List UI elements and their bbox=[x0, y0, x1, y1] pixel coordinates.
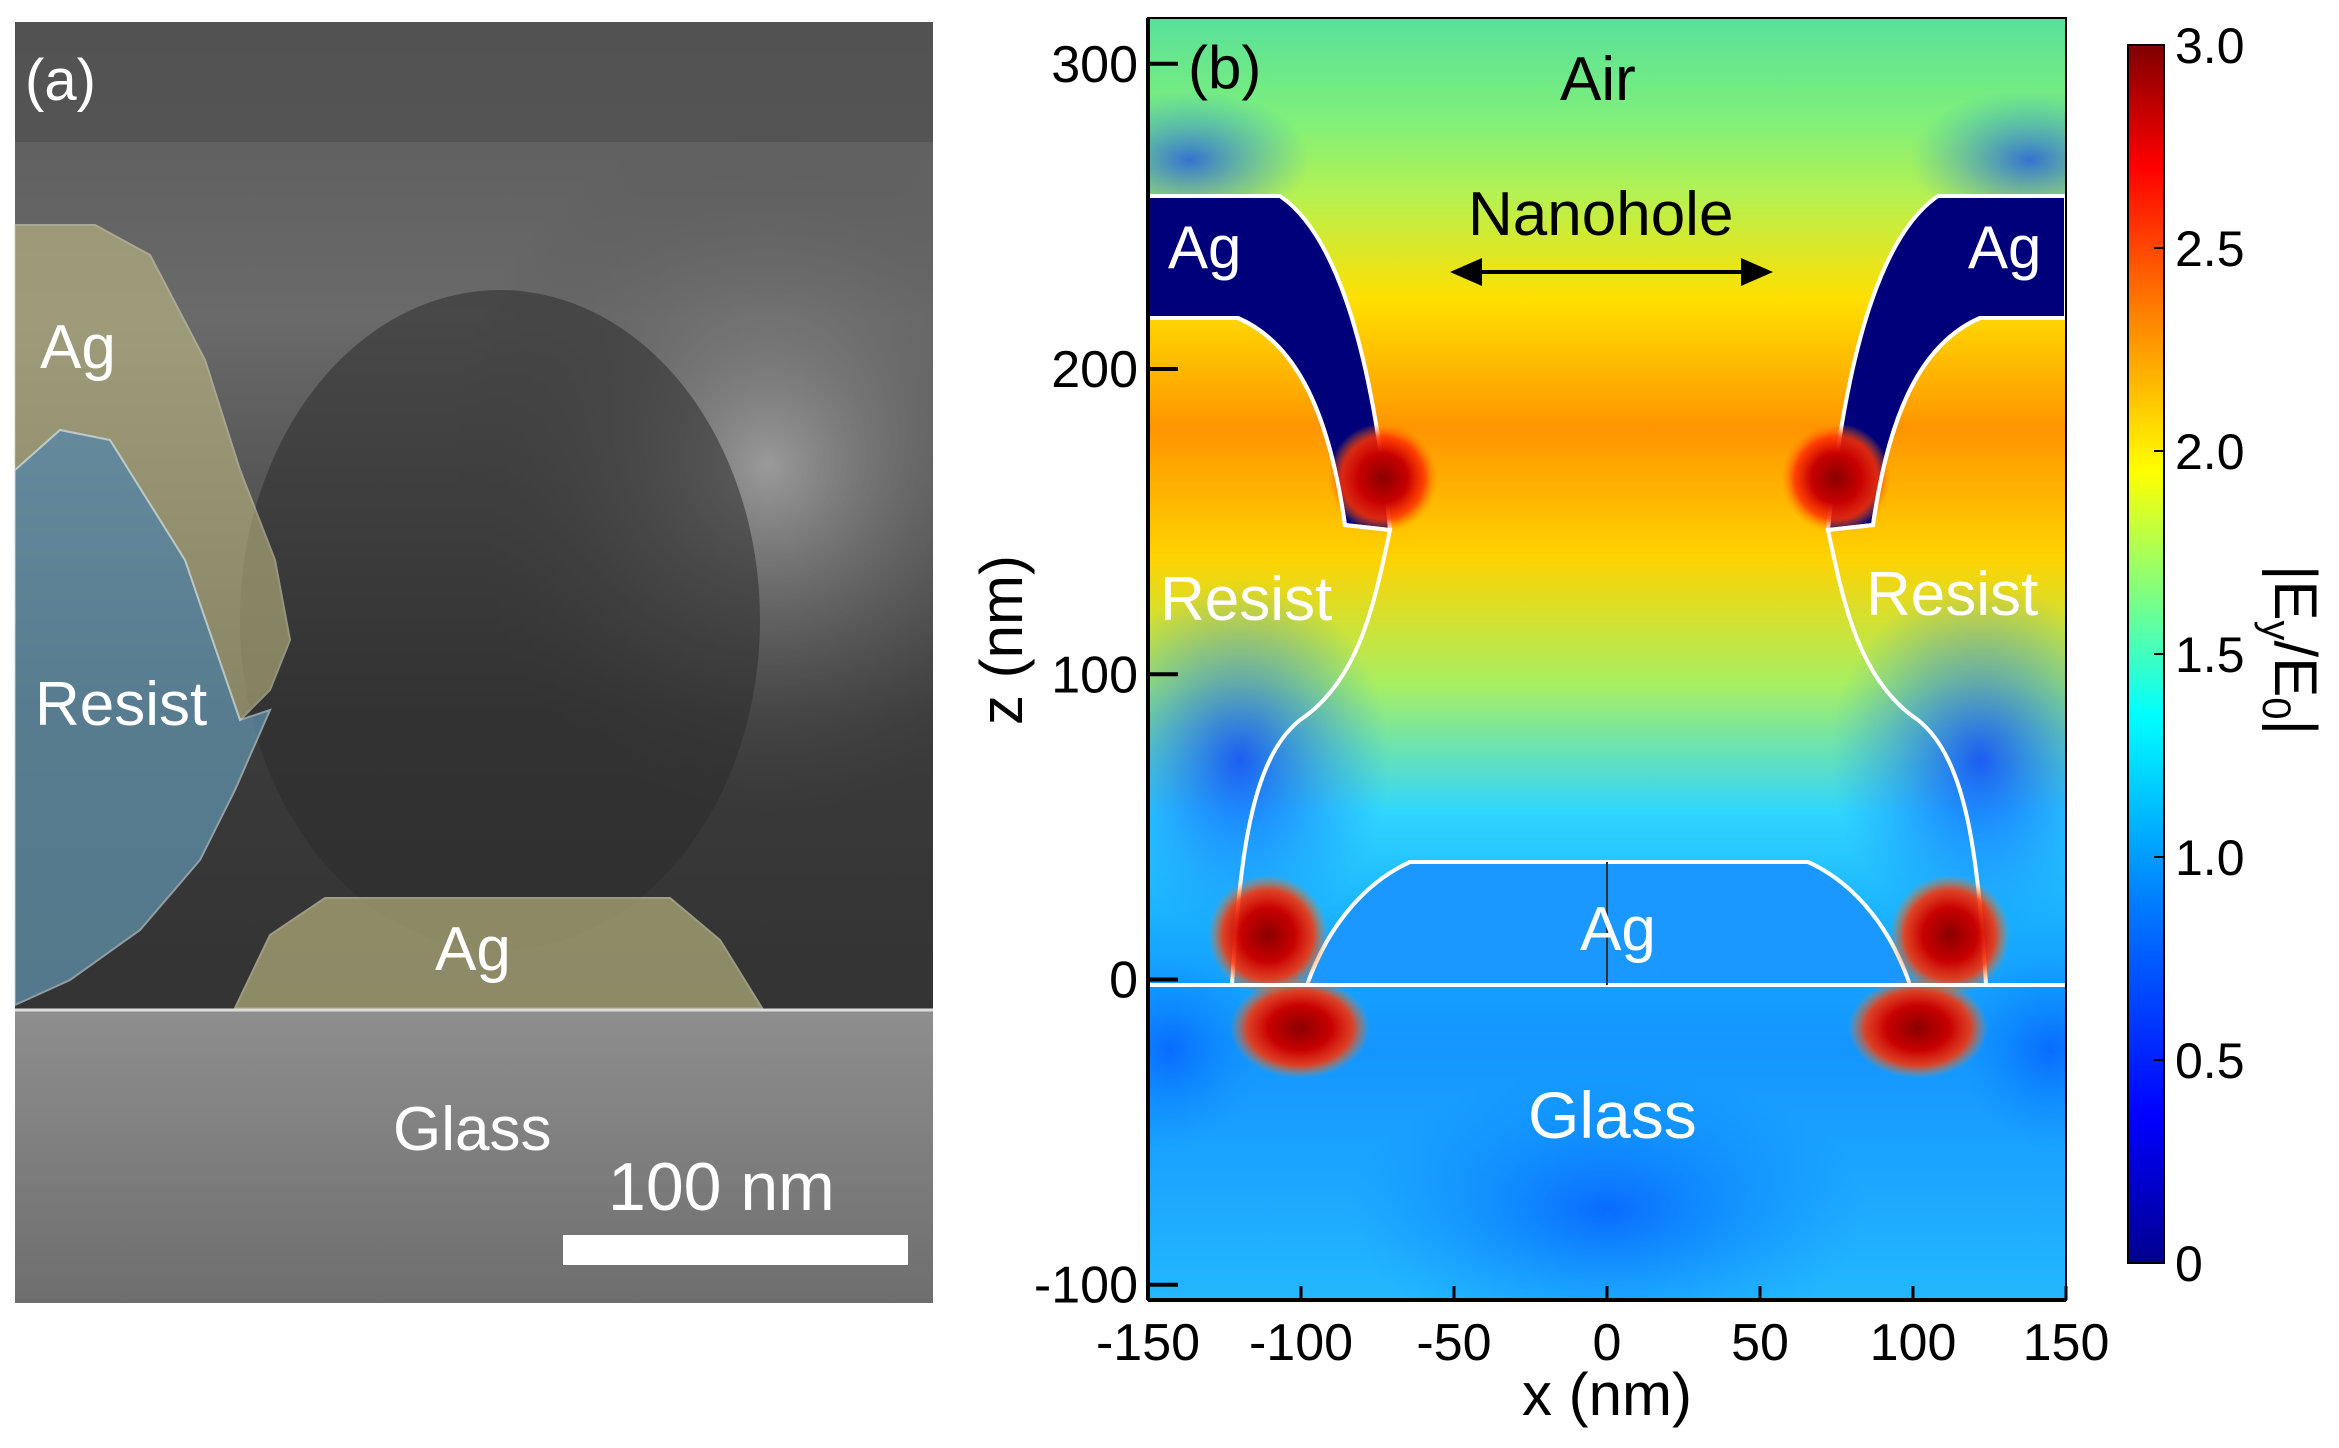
y-axis-label: z (nm) bbox=[968, 555, 1035, 725]
y-tick-label: -100 bbox=[1034, 1257, 1138, 1315]
hotspot-upper-left bbox=[1328, 423, 1438, 533]
x-tick-label: 100 bbox=[1870, 1314, 1957, 1372]
hotspot-lower-left-top bbox=[1208, 875, 1328, 995]
colorbar-tick-label: 0.5 bbox=[2175, 1033, 2245, 1089]
resist-outline-left bbox=[1148, 316, 1393, 986]
resist-region bbox=[14, 428, 272, 1007]
label-glass: Glass bbox=[393, 1095, 551, 1164]
nanohole-arrow-right-head bbox=[1741, 258, 1773, 286]
colorbar-tick-label: 2.5 bbox=[2175, 221, 2245, 277]
y-tick-label: 300 bbox=[1051, 36, 1138, 94]
cool-glass-right bbox=[1960, 950, 2066, 1150]
svg-text:|Ey/E0|: |Ey/E0| bbox=[2254, 565, 2329, 735]
colorbar-label-sub2: 0 bbox=[2254, 697, 2298, 719]
x-axis-ticks: -150 -100 -50 0 50 100 150 bbox=[1096, 1286, 2109, 1372]
label-nanohole: Nanohole bbox=[1468, 180, 1733, 249]
colorbar-tick-label: 0 bbox=[2175, 1236, 2203, 1292]
panel-a: (a) Ag Resist Ag Glass 100 nm bbox=[14, 22, 933, 1303]
label-ag-bottom: Ag bbox=[435, 915, 511, 984]
ag-bottom-particle bbox=[1304, 860, 1913, 987]
label-ag-top: Ag bbox=[40, 313, 116, 382]
colorbar-label: |Ey/E0| bbox=[2254, 565, 2329, 735]
label-ag-bottom: Ag bbox=[1580, 895, 1656, 964]
hotspot-lower-right-top bbox=[1890, 875, 2010, 995]
x-tick-label: 0 bbox=[1593, 1314, 1622, 1372]
y-axis-ticks: 300 200 100 0 -100 bbox=[1034, 36, 1178, 1315]
scalebar-label: 100 nm bbox=[608, 1149, 835, 1225]
hotspot-lower-left-bottom bbox=[1230, 978, 1370, 1078]
y-tick-label: 200 bbox=[1051, 341, 1138, 399]
label-resist-left: Resist bbox=[1160, 565, 1332, 634]
x-tick-label: -50 bbox=[1416, 1314, 1491, 1372]
colorbar-label-mid: /E bbox=[2262, 641, 2329, 698]
cool-glass-left bbox=[1148, 950, 1260, 1150]
label-resist-right: Resist bbox=[1866, 560, 2038, 629]
label-air: Air bbox=[1560, 45, 1636, 114]
y-tick-label: 0 bbox=[1109, 952, 1138, 1010]
scalebar bbox=[563, 1235, 908, 1265]
label-glass-b: Glass bbox=[1528, 1078, 1697, 1152]
sem-top-band bbox=[15, 22, 933, 142]
colorbar-label-main: |E bbox=[2262, 565, 2329, 621]
field-map: (b) Air Nanohole Ag Ag Resist Resist Ag … bbox=[1148, 18, 2066, 1300]
hotspot-upper-right bbox=[1781, 423, 1891, 533]
panel-a-tag: (a) bbox=[25, 48, 96, 113]
panel-b-tag: (b) bbox=[1188, 34, 1261, 101]
panel-b: (b) Air Nanohole Ag Ag Resist Resist Ag … bbox=[968, 17, 2329, 1428]
colorbar-tick-label: 1.5 bbox=[2175, 627, 2245, 683]
label-ag-left: Ag bbox=[1168, 214, 1241, 281]
x-tick-label: -100 bbox=[1249, 1314, 1353, 1372]
label-resist: Resist bbox=[35, 670, 207, 739]
nanohole-arrow-left-head bbox=[1450, 258, 1482, 286]
hotspot-lower-right-bottom bbox=[1848, 978, 1988, 1078]
cool-glass-center bbox=[1347, 1070, 1867, 1300]
colorbar-tick-label: 1.0 bbox=[2175, 830, 2245, 886]
sem-hole-shadow bbox=[240, 290, 760, 950]
y-tick-label: 100 bbox=[1051, 646, 1138, 704]
x-axis-label: x (nm) bbox=[1522, 1361, 1692, 1428]
ag-bottom-region bbox=[233, 897, 764, 1009]
colorbar-label-sub1: y bbox=[2254, 621, 2298, 641]
resist-outline-right bbox=[1825, 316, 2066, 986]
colorbar-tick-label: 3.0 bbox=[2175, 18, 2245, 74]
colorbar-ticks: 3.0 2.5 2.0 1.5 1.0 0.5 0 bbox=[2154, 18, 2245, 1292]
colorbar-tick-label: 2.0 bbox=[2175, 424, 2245, 480]
x-tick-label: -150 bbox=[1096, 1314, 1200, 1372]
x-tick-label: 50 bbox=[1731, 1314, 1789, 1372]
colorbar-label-end: | bbox=[2262, 719, 2329, 735]
label-ag-right: Ag bbox=[1968, 214, 2041, 281]
x-tick-label: 150 bbox=[2023, 1314, 2110, 1372]
